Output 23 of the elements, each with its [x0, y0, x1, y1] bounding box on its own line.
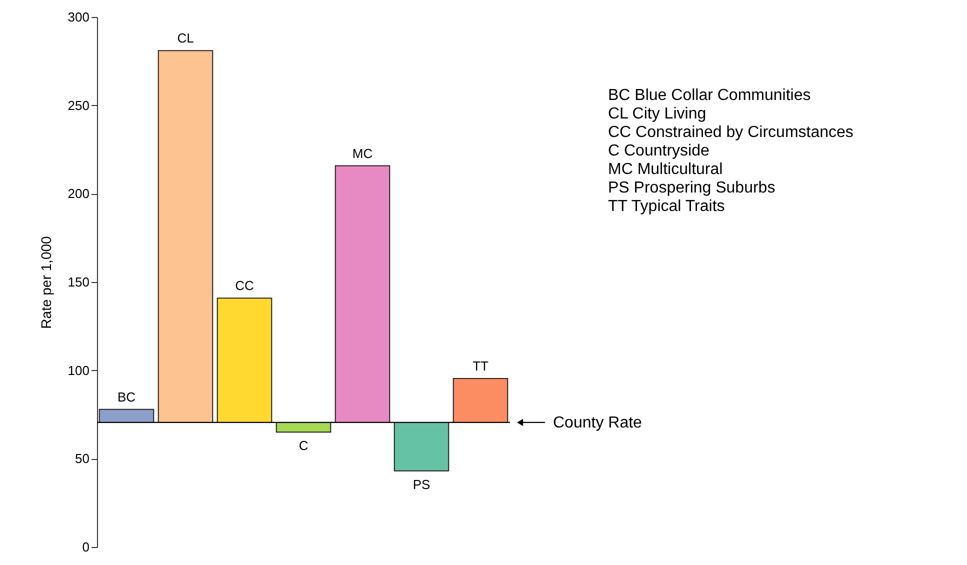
text: CL City Living	[608, 106, 706, 122]
text: MC Multicultural	[608, 161, 723, 178]
y-tick-label: 50	[75, 451, 90, 466]
y-tick-label: 200	[68, 186, 90, 202]
x-tick-label: CC	[235, 278, 254, 294]
x-tick-label: C	[298, 438, 308, 454]
x-tick-label: BC	[117, 389, 136, 404]
text: CC Constrained by Circumstances	[608, 124, 854, 141]
x-tick-label: TT	[472, 358, 488, 374]
y-axis-title: Rate per 1,000	[38, 236, 54, 329]
text: TT Typical Traits	[608, 198, 725, 215]
y-tick-label: 100	[68, 362, 90, 378]
ref-line-label: County Rate	[553, 414, 642, 432]
x-tick-label: PS	[412, 476, 430, 492]
y-tick-label: 250	[68, 98, 90, 113]
x-tick-label: MC	[352, 146, 373, 161]
text: BC Blue Collar Communities	[608, 87, 811, 104]
y-tick-label: 300	[68, 10, 90, 24]
text: C Countryside	[608, 142, 710, 160]
y-tick-label: 0	[82, 540, 90, 554]
y-tick-label: 150	[68, 274, 90, 290]
x-tick-label: CL	[177, 30, 194, 46]
text: PS Prospering Suburbs	[608, 180, 776, 196]
